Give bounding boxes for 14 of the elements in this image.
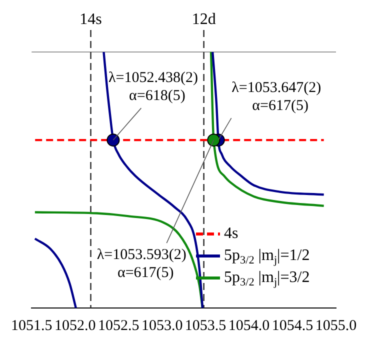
annotation: λ=1052.438(2) α=618(5) bbox=[108, 70, 198, 104]
x-tick-label: 1053.0 bbox=[141, 318, 183, 334]
x-tick-label: 1052.5 bbox=[98, 318, 140, 334]
x-tick-label: 1051.5 bbox=[11, 318, 52, 334]
x-tick-label: 1054.0 bbox=[228, 318, 270, 334]
legend-label: 4s bbox=[224, 225, 238, 242]
annotation: λ=1053.647(2) α=617(5) bbox=[232, 80, 322, 114]
x-tick-label: 1052.0 bbox=[54, 318, 96, 334]
ref-line-label: 12d bbox=[192, 11, 216, 28]
ref-line-label: 14s bbox=[80, 11, 102, 28]
x-tick-label: 1054.5 bbox=[272, 318, 314, 334]
x-tick-label: 1055.0 bbox=[315, 318, 357, 334]
x-tick-label: 1053.5 bbox=[184, 318, 226, 334]
annotation: λ=1053.593(2) α=617(5) bbox=[96, 247, 186, 281]
